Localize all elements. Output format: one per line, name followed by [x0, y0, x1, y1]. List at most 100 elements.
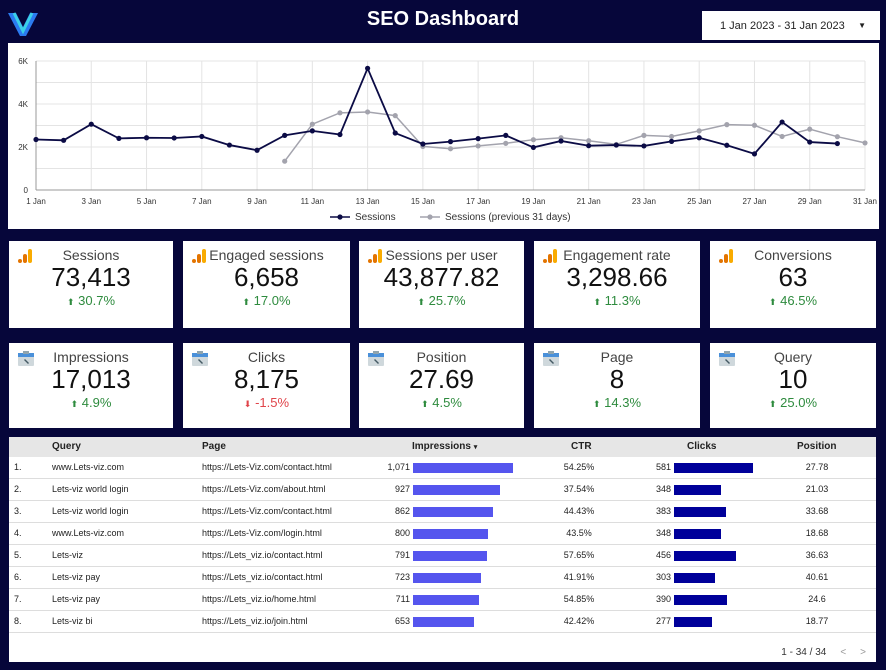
table-row[interactable]: 6. Lets-viz pay https://Lets_viz.io/cont…	[9, 567, 876, 589]
x-tick-label: 19 Jan	[521, 197, 545, 206]
clicks-bar	[674, 463, 753, 473]
kpi-change-value: -1.5%	[255, 395, 290, 410]
arrow-up-icon: ⬆	[242, 297, 251, 307]
kpi-card-page: Page 8 ⬆ 14.3%	[534, 343, 700, 428]
data-point	[282, 132, 288, 138]
table-header: Query Page Impressions ▾ CTR Clicks Posi…	[9, 437, 876, 457]
kpi-change-value: 4.5%	[432, 395, 462, 410]
search-console-icon	[191, 350, 209, 373]
kpi-value: 3,298.66	[566, 262, 668, 292]
kpi-card-impressions: Impressions 17,013 ⬆ 4.9%	[9, 343, 173, 428]
cell-impressions: 711	[395, 594, 410, 604]
x-tick-label: 11 Jan	[301, 197, 324, 206]
cell-clicks: 390	[655, 594, 671, 604]
col-clicks[interactable]: Clicks	[687, 441, 717, 452]
cell-impressions: 927	[394, 484, 410, 494]
cell-clicks: 348	[655, 484, 671, 494]
cell-query: Lets-viz pay	[52, 594, 101, 604]
data-point	[586, 143, 592, 149]
series-line-sessions	[35, 65, 838, 155]
data-point	[530, 144, 537, 151]
row-number: 2.	[14, 484, 22, 494]
table-row[interactable]: 7. Lets-viz pay https://Lets_viz.io/home…	[9, 589, 876, 611]
kpi-change-value: 14.3%	[604, 395, 642, 410]
next-page-button[interactable]: >	[860, 647, 866, 658]
query-table: Query Page Impressions ▾ CTR Clicks Posi…	[9, 437, 876, 662]
kpi-card-query: Query 10 ⬆ 25.0%	[710, 343, 876, 428]
arrow-up-icon: ⬆	[593, 297, 601, 307]
kpi-label: Sessions	[62, 247, 120, 263]
x-tick-label: 3 Jan	[81, 197, 101, 206]
impressions-bar	[413, 551, 487, 561]
search-console-icon	[367, 350, 385, 373]
cell-clicks: 456	[655, 550, 671, 560]
kpi-change: ⬆ 14.3%	[534, 395, 700, 410]
y-tick-label: 0	[24, 186, 29, 195]
table-row[interactable]: 3. Lets-viz world login https://Lets-Viz…	[9, 501, 876, 523]
data-point	[751, 122, 758, 128]
search-console-icon	[542, 350, 560, 373]
kpi-change-value: 17.0%	[253, 293, 291, 308]
kpi-change-value: 46.5%	[780, 293, 818, 308]
x-tick-label: 27 Jan	[742, 197, 766, 206]
kpi-value: 10	[778, 364, 808, 394]
cell-position: 40.61	[805, 572, 829, 582]
data-point	[337, 110, 343, 116]
date-range-picker[interactable]: 1 Jan 2023 - 31 Jan 2023 ▼	[702, 11, 880, 40]
cell-page: https://Lets_viz.io/contact.html	[202, 572, 323, 582]
data-point	[226, 142, 233, 148]
kpi-change: ⬆ 11.3%	[534, 293, 700, 308]
data-point	[779, 133, 785, 140]
clicks-bar	[674, 573, 716, 583]
data-point	[558, 138, 564, 144]
kpi-change: ⬆ 25.7%	[359, 293, 524, 308]
data-point	[392, 130, 398, 136]
col-ctr[interactable]: CTR	[571, 441, 592, 452]
row-number: 1.	[14, 462, 22, 472]
cell-ctr: 42.42%	[563, 616, 595, 626]
cell-query: Lets-viz	[52, 550, 84, 560]
data-point	[834, 134, 840, 140]
x-tick-label: 1 Jan	[26, 197, 46, 206]
kpi-label: Clicks	[247, 349, 286, 365]
clicks-bar	[674, 595, 728, 605]
row-number: 8.	[14, 616, 22, 626]
y-tick-label: 6K	[18, 57, 28, 66]
col-position[interactable]: Position	[797, 441, 837, 452]
table-row[interactable]: 5. Lets-viz https://Lets_viz.io/contact.…	[9, 545, 876, 567]
kpi-change: ⬆ 4.9%	[9, 395, 173, 410]
table-row[interactable]: 8. Lets-viz bi https://Lets_viz.io/join.…	[9, 611, 876, 633]
data-point	[779, 119, 785, 125]
cell-ctr: 57.65%	[563, 550, 595, 560]
cell-clicks: 303	[655, 572, 671, 582]
cell-ctr: 54.25%	[563, 462, 595, 472]
data-point	[503, 132, 509, 138]
x-tick-label: 21 Jan	[577, 197, 601, 206]
data-point	[309, 128, 315, 134]
cell-page: https://Lets_viz.io/join.html	[202, 616, 308, 626]
analytics-icon	[17, 248, 33, 269]
table-row[interactable]: 1. www.Lets-viz.com https://Lets-Viz.com…	[9, 457, 876, 479]
kpi-value: 73,413	[51, 262, 131, 292]
col-impressions-label: Impressions	[412, 441, 471, 452]
cell-page: https://Lets-Viz.com/contact.html	[202, 506, 332, 516]
clicks-bar	[674, 551, 736, 561]
clicks-bar	[674, 617, 712, 627]
clicks-bar	[674, 507, 727, 517]
kpi-change-value: 25.0%	[780, 395, 818, 410]
cell-impressions: 800	[394, 528, 410, 538]
cell-position: 18.68	[805, 528, 829, 538]
col-query[interactable]: Query	[52, 441, 81, 452]
kpi-card-engagement-rate: Engagement rate 3,298.66 ⬆ 11.3%	[534, 241, 700, 328]
legend-marker	[337, 214, 343, 220]
x-tick-label: 25 Jan	[687, 197, 711, 206]
kpi-value: 27.69	[408, 364, 475, 394]
table-row[interactable]: 2. Lets-viz world login https://Lets-Viz…	[9, 479, 876, 501]
kpi-value: 8	[609, 364, 625, 394]
col-page[interactable]: Page	[202, 441, 226, 452]
arrow-down-icon: ⬇	[243, 399, 252, 409]
col-impressions[interactable]: Impressions ▾	[412, 437, 477, 458]
kpi-label: Sessions per user	[385, 247, 498, 263]
prev-page-button[interactable]: <	[840, 647, 847, 658]
table-row[interactable]: 4. www.Lets-viz.com https://Lets-Viz.com…	[9, 523, 876, 545]
